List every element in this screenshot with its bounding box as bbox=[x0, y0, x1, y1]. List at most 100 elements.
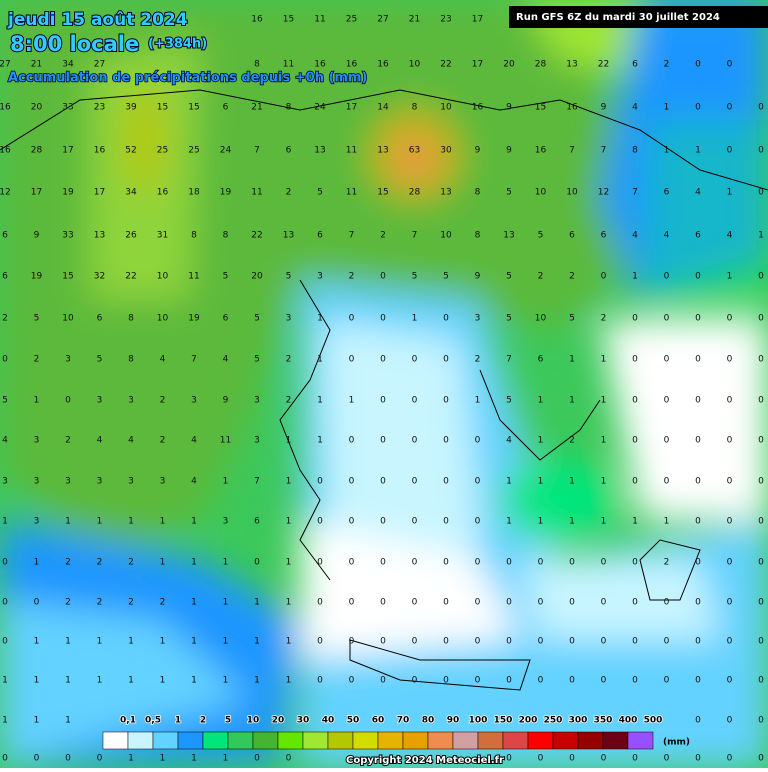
grid-value: 5 bbox=[538, 231, 544, 241]
grid-value: 0 bbox=[317, 558, 323, 568]
grid-value: 2 bbox=[286, 355, 292, 365]
grid-value: 1 bbox=[160, 517, 166, 527]
grid-value: 15 bbox=[283, 15, 294, 25]
grid-value: 3 bbox=[34, 517, 40, 527]
grid-value: 0 bbox=[664, 396, 670, 406]
grid-value: 0 bbox=[758, 676, 764, 686]
grid-value: 24 bbox=[314, 103, 326, 113]
grid-value: 5 bbox=[34, 314, 40, 324]
grid-value: 0 bbox=[475, 558, 481, 568]
grid-value: 1 bbox=[538, 396, 544, 406]
grid-value: 3 bbox=[128, 396, 134, 406]
grid-value: 1 bbox=[601, 477, 607, 487]
grid-value: 10 bbox=[535, 314, 547, 324]
grid-value: 0 bbox=[727, 754, 733, 764]
grid-value: 1 bbox=[34, 558, 40, 568]
grid-value: 0 bbox=[695, 558, 701, 568]
grid-value: 1 bbox=[254, 598, 260, 608]
grid-value: 1 bbox=[286, 558, 292, 568]
grid-value: 0 bbox=[349, 355, 355, 365]
grid-value: 0 bbox=[475, 477, 481, 487]
grid-value: 1 bbox=[2, 716, 8, 726]
grid-value: 1 bbox=[412, 314, 418, 324]
grid-value: 24 bbox=[220, 146, 232, 156]
grid-value: 0 bbox=[443, 598, 449, 608]
grid-value: 23 bbox=[94, 103, 105, 113]
grid-value: 1 bbox=[34, 676, 40, 686]
grid-value: 1 bbox=[727, 272, 733, 282]
grid-value: 0 bbox=[664, 477, 670, 487]
grid-value: 0 bbox=[727, 676, 733, 686]
grid-value: 0 bbox=[380, 637, 386, 647]
grid-value: 3 bbox=[65, 477, 71, 487]
grid-value: 6 bbox=[254, 517, 260, 527]
grid-value: 6 bbox=[601, 231, 607, 241]
grid-value: 2 bbox=[475, 355, 481, 365]
legend-swatch bbox=[377, 731, 404, 750]
grid-value: 6 bbox=[223, 103, 229, 113]
grid-value: 13 bbox=[377, 146, 388, 156]
legend-label: 20 bbox=[272, 716, 285, 726]
grid-value: 1 bbox=[191, 676, 197, 686]
grid-value: 1 bbox=[286, 676, 292, 686]
grid-value: 7 bbox=[254, 477, 260, 487]
grid-value: 0 bbox=[506, 558, 512, 568]
grid-value: 1 bbox=[128, 754, 134, 764]
grid-value: 0 bbox=[758, 716, 764, 726]
grid-value: 8 bbox=[412, 103, 418, 113]
grid-value: 0 bbox=[380, 558, 386, 568]
grid-value: 5 bbox=[506, 396, 512, 406]
grid-value: 0 bbox=[506, 676, 512, 686]
grid-value: 5 bbox=[506, 272, 512, 282]
grid-value: 3 bbox=[160, 477, 166, 487]
grid-value: 2 bbox=[286, 188, 292, 198]
grid-value: 30 bbox=[440, 146, 452, 156]
grid-value: 0 bbox=[349, 314, 355, 324]
grid-value: 2 bbox=[349, 272, 355, 282]
grid-value: 6 bbox=[97, 314, 103, 324]
grid-value: 0 bbox=[758, 477, 764, 487]
grid-value: 33 bbox=[62, 231, 73, 241]
grid-value: 0 bbox=[632, 477, 638, 487]
grid-value: 0 bbox=[380, 598, 386, 608]
grid-value: 1 bbox=[538, 517, 544, 527]
grid-value: 0 bbox=[475, 436, 481, 446]
grid-value: 0 bbox=[412, 396, 418, 406]
legend-label: 150 bbox=[494, 716, 513, 726]
grid-value: 0 bbox=[758, 272, 764, 282]
grid-value: 0 bbox=[443, 517, 449, 527]
grid-value: 12 bbox=[598, 188, 609, 198]
grid-value: 2 bbox=[65, 598, 71, 608]
grid-value: 0 bbox=[412, 637, 418, 647]
legend-swatch bbox=[327, 731, 354, 750]
grid-value: 16 bbox=[251, 15, 263, 25]
grid-value: 14 bbox=[377, 103, 389, 113]
grid-value: 8 bbox=[128, 314, 134, 324]
grid-value: 11 bbox=[346, 188, 357, 198]
grid-value: 0 bbox=[569, 598, 575, 608]
grid-value: 10 bbox=[535, 188, 547, 198]
grid-value: 0 bbox=[2, 754, 8, 764]
grid-value: 1 bbox=[2, 676, 8, 686]
grid-value: 8 bbox=[632, 146, 638, 156]
grid-value: 0 bbox=[695, 676, 701, 686]
grid-value: 11 bbox=[251, 188, 262, 198]
grid-value: 0 bbox=[380, 396, 386, 406]
grid-value: 0 bbox=[380, 436, 386, 446]
grid-value: 0 bbox=[664, 355, 670, 365]
grid-value: 2 bbox=[601, 314, 607, 324]
legend-label: 1 bbox=[175, 716, 181, 726]
grid-value: 1 bbox=[475, 396, 481, 406]
grid-value: 1 bbox=[317, 436, 323, 446]
grid-value: 22 bbox=[440, 60, 451, 70]
grid-value: 2 bbox=[97, 598, 103, 608]
grid-value: 0 bbox=[97, 754, 103, 764]
grid-value: 20 bbox=[503, 60, 515, 70]
grid-value: 0 bbox=[506, 754, 512, 764]
grid-value: 17 bbox=[346, 103, 357, 113]
grid-value: 2 bbox=[380, 231, 386, 241]
date-title: jeudi 15 août 2024 bbox=[7, 10, 188, 30]
grid-value: 4 bbox=[223, 355, 229, 365]
grid-value: 5 bbox=[254, 314, 260, 324]
